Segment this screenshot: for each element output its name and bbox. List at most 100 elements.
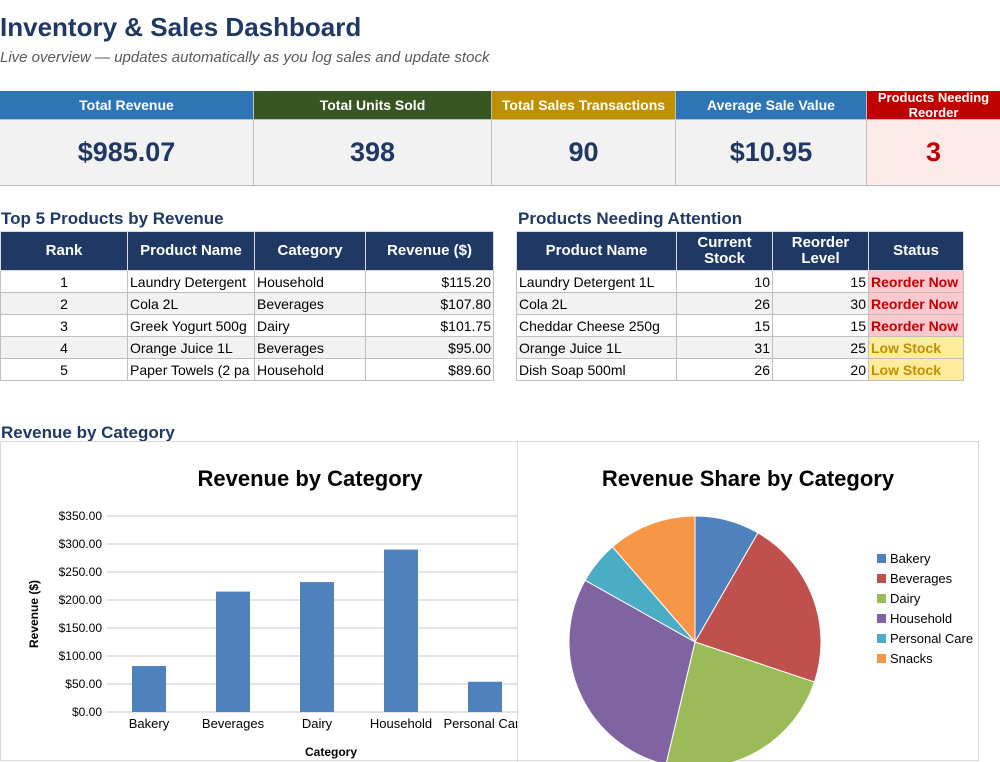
stock-cell[interactable]: 26 — [676, 292, 773, 315]
y-tick-label: $0.00 — [72, 705, 102, 719]
product-cell[interactable]: Dish Soap 500ml — [516, 358, 677, 381]
bar — [300, 582, 334, 712]
product-cell[interactable]: Orange Juice 1L — [516, 336, 677, 359]
status-badge[interactable]: Reorder Now — [868, 292, 964, 315]
x-tick-label: Household — [370, 716, 432, 731]
product-cell[interactable]: Orange Juice 1L — [127, 336, 255, 359]
table-row: 2 Cola 2L Beverages $107.80 — [0, 292, 494, 315]
kpi-total-revenue-label: Total Revenue — [0, 91, 254, 119]
x-axis-label: Category — [305, 745, 357, 759]
x-tick-label: Dairy — [302, 716, 333, 731]
revenue-cell[interactable]: $115.20 — [365, 270, 494, 293]
col-current-stock[interactable]: Current Stock — [676, 231, 773, 271]
table-row: 4 Orange Juice 1L Beverages $95.00 — [0, 336, 494, 359]
col-product-name[interactable]: Product Name — [127, 231, 255, 271]
legend-swatch — [877, 574, 886, 583]
legend-swatch — [877, 554, 886, 563]
stock-cell[interactable]: 26 — [676, 358, 773, 381]
col-rank[interactable]: Rank — [0, 231, 128, 271]
page-subtitle: Live overview — updates automatically as… — [0, 49, 490, 66]
status-badge[interactable]: Reorder Now — [868, 270, 964, 293]
product-cell[interactable]: Laundry Detergent 1L — [516, 270, 677, 293]
category-cell[interactable]: Dairy — [254, 314, 366, 337]
status-badge[interactable]: Low Stock — [868, 336, 964, 359]
rank-cell[interactable]: 4 — [0, 336, 128, 359]
reorder-cell[interactable]: 20 — [772, 358, 869, 381]
legend-swatch — [877, 634, 886, 643]
reorder-cell[interactable]: 15 — [772, 270, 869, 293]
reorder-cell[interactable]: 25 — [772, 336, 869, 359]
y-tick-label: $150.00 — [59, 621, 103, 635]
y-tick-label: $300.00 — [59, 537, 103, 551]
revenue-cell[interactable]: $95.00 — [365, 336, 494, 359]
product-cell[interactable]: Cheddar Cheese 250g — [516, 314, 677, 337]
legend-swatch — [877, 614, 886, 623]
pie-slice — [611, 515, 696, 644]
kpi-total-revenue-value: $985.07 — [0, 119, 254, 186]
col-status[interactable]: Status — [868, 231, 964, 271]
legend-label: Bakery — [890, 551, 931, 566]
charts-panel: Revenue by Category $0.00 $50.00 $100.00 $15… — [0, 441, 979, 762]
reorder-cell[interactable]: 15 — [772, 314, 869, 337]
pie-slice — [694, 532, 822, 683]
y-tick-label: $100.00 — [59, 649, 103, 663]
table-row: 3 Greek Yogurt 500g Dairy $101.75 — [0, 314, 494, 337]
kpi-avg-sale-label: Average Sale Value — [676, 91, 867, 119]
product-cell[interactable]: Laundry Detergent — [127, 270, 255, 293]
kpi-units-sold-label: Total Units Sold — [254, 91, 492, 119]
x-tick-label: Beverages — [202, 716, 265, 731]
category-cell[interactable]: Beverages — [254, 292, 366, 315]
pie-chart-title: Revenue Share by Category — [602, 466, 895, 491]
rank-cell[interactable]: 5 — [0, 358, 128, 381]
col-reorder-level[interactable]: Reorder Level — [772, 231, 869, 271]
legend-label: Beverages — [890, 571, 953, 586]
table-row: Laundry Detergent 1L 10 15 Reorder Now — [516, 270, 964, 293]
col-category[interactable]: Category — [254, 231, 366, 271]
product-cell[interactable]: Paper Towels (2 pa — [127, 358, 255, 381]
status-badge[interactable]: Low Stock — [868, 358, 964, 381]
rank-cell[interactable]: 2 — [0, 292, 128, 315]
rank-cell[interactable]: 1 — [0, 270, 128, 293]
kpi-units-sold-value: 398 — [254, 119, 492, 186]
product-cell[interactable]: Cola 2L — [516, 292, 677, 315]
category-cell[interactable]: Household — [254, 270, 366, 293]
revenue-bar-chart[interactable]: Revenue by Category $0.00 $50.00 $100.00 $15… — [1, 442, 518, 762]
stock-cell[interactable]: 15 — [676, 314, 773, 337]
table-row: Cheddar Cheese 250g 15 15 Reorder Now — [516, 314, 964, 337]
y-tick-label: $200.00 — [59, 593, 103, 607]
legend-swatch — [877, 654, 886, 663]
revenue-cell[interactable]: $101.75 — [365, 314, 494, 337]
stock-cell[interactable]: 31 — [676, 336, 773, 359]
table-row: Dish Soap 500ml 26 20 Low Stock — [516, 358, 964, 381]
x-tick-label: Bakery — [129, 716, 170, 731]
attention-title: Products Needing Attention — [518, 209, 743, 228]
y-tick-label: $350.00 — [59, 509, 103, 523]
kpi-transactions-value: 90 — [492, 119, 676, 186]
bar-chart-title: Revenue by Category — [198, 466, 424, 491]
top-products-table: Rank Product Name Category Revenue ($) 1… — [0, 231, 494, 381]
legend-label: Household — [890, 611, 952, 626]
reorder-cell[interactable]: 30 — [772, 292, 869, 315]
bar — [384, 549, 418, 712]
category-cell[interactable]: Household — [254, 358, 366, 381]
col-product-name[interactable]: Product Name — [516, 231, 677, 271]
revenue-cell[interactable]: $107.80 — [365, 292, 494, 315]
revenue-cell[interactable]: $89.60 — [365, 358, 494, 381]
legend-swatch — [877, 594, 886, 603]
page-title: Inventory & Sales Dashboard — [0, 12, 362, 42]
bar — [132, 666, 166, 712]
kpi-reorder-label: Products Needing Reorder — [867, 91, 1000, 119]
category-cell[interactable]: Beverages — [254, 336, 366, 359]
rank-cell[interactable]: 3 — [0, 314, 128, 337]
status-badge[interactable]: Reorder Now — [868, 314, 964, 337]
revenue-pie-chart[interactable]: Revenue Share by Category Bakery Beverages… — [518, 442, 978, 762]
y-axis-label: Revenue ($) — [27, 580, 41, 648]
col-revenue[interactable]: Revenue ($) — [365, 231, 494, 271]
table-row: Orange Juice 1L 31 25 Low Stock — [516, 336, 964, 359]
product-cell[interactable]: Cola 2L — [127, 292, 255, 315]
table-row: Cola 2L 26 30 Reorder Now — [516, 292, 964, 315]
table-row: 5 Paper Towels (2 pa Household $89.60 — [0, 358, 494, 381]
legend-label: Personal Care — [890, 631, 973, 646]
product-cell[interactable]: Greek Yogurt 500g — [127, 314, 255, 337]
stock-cell[interactable]: 10 — [676, 270, 773, 293]
